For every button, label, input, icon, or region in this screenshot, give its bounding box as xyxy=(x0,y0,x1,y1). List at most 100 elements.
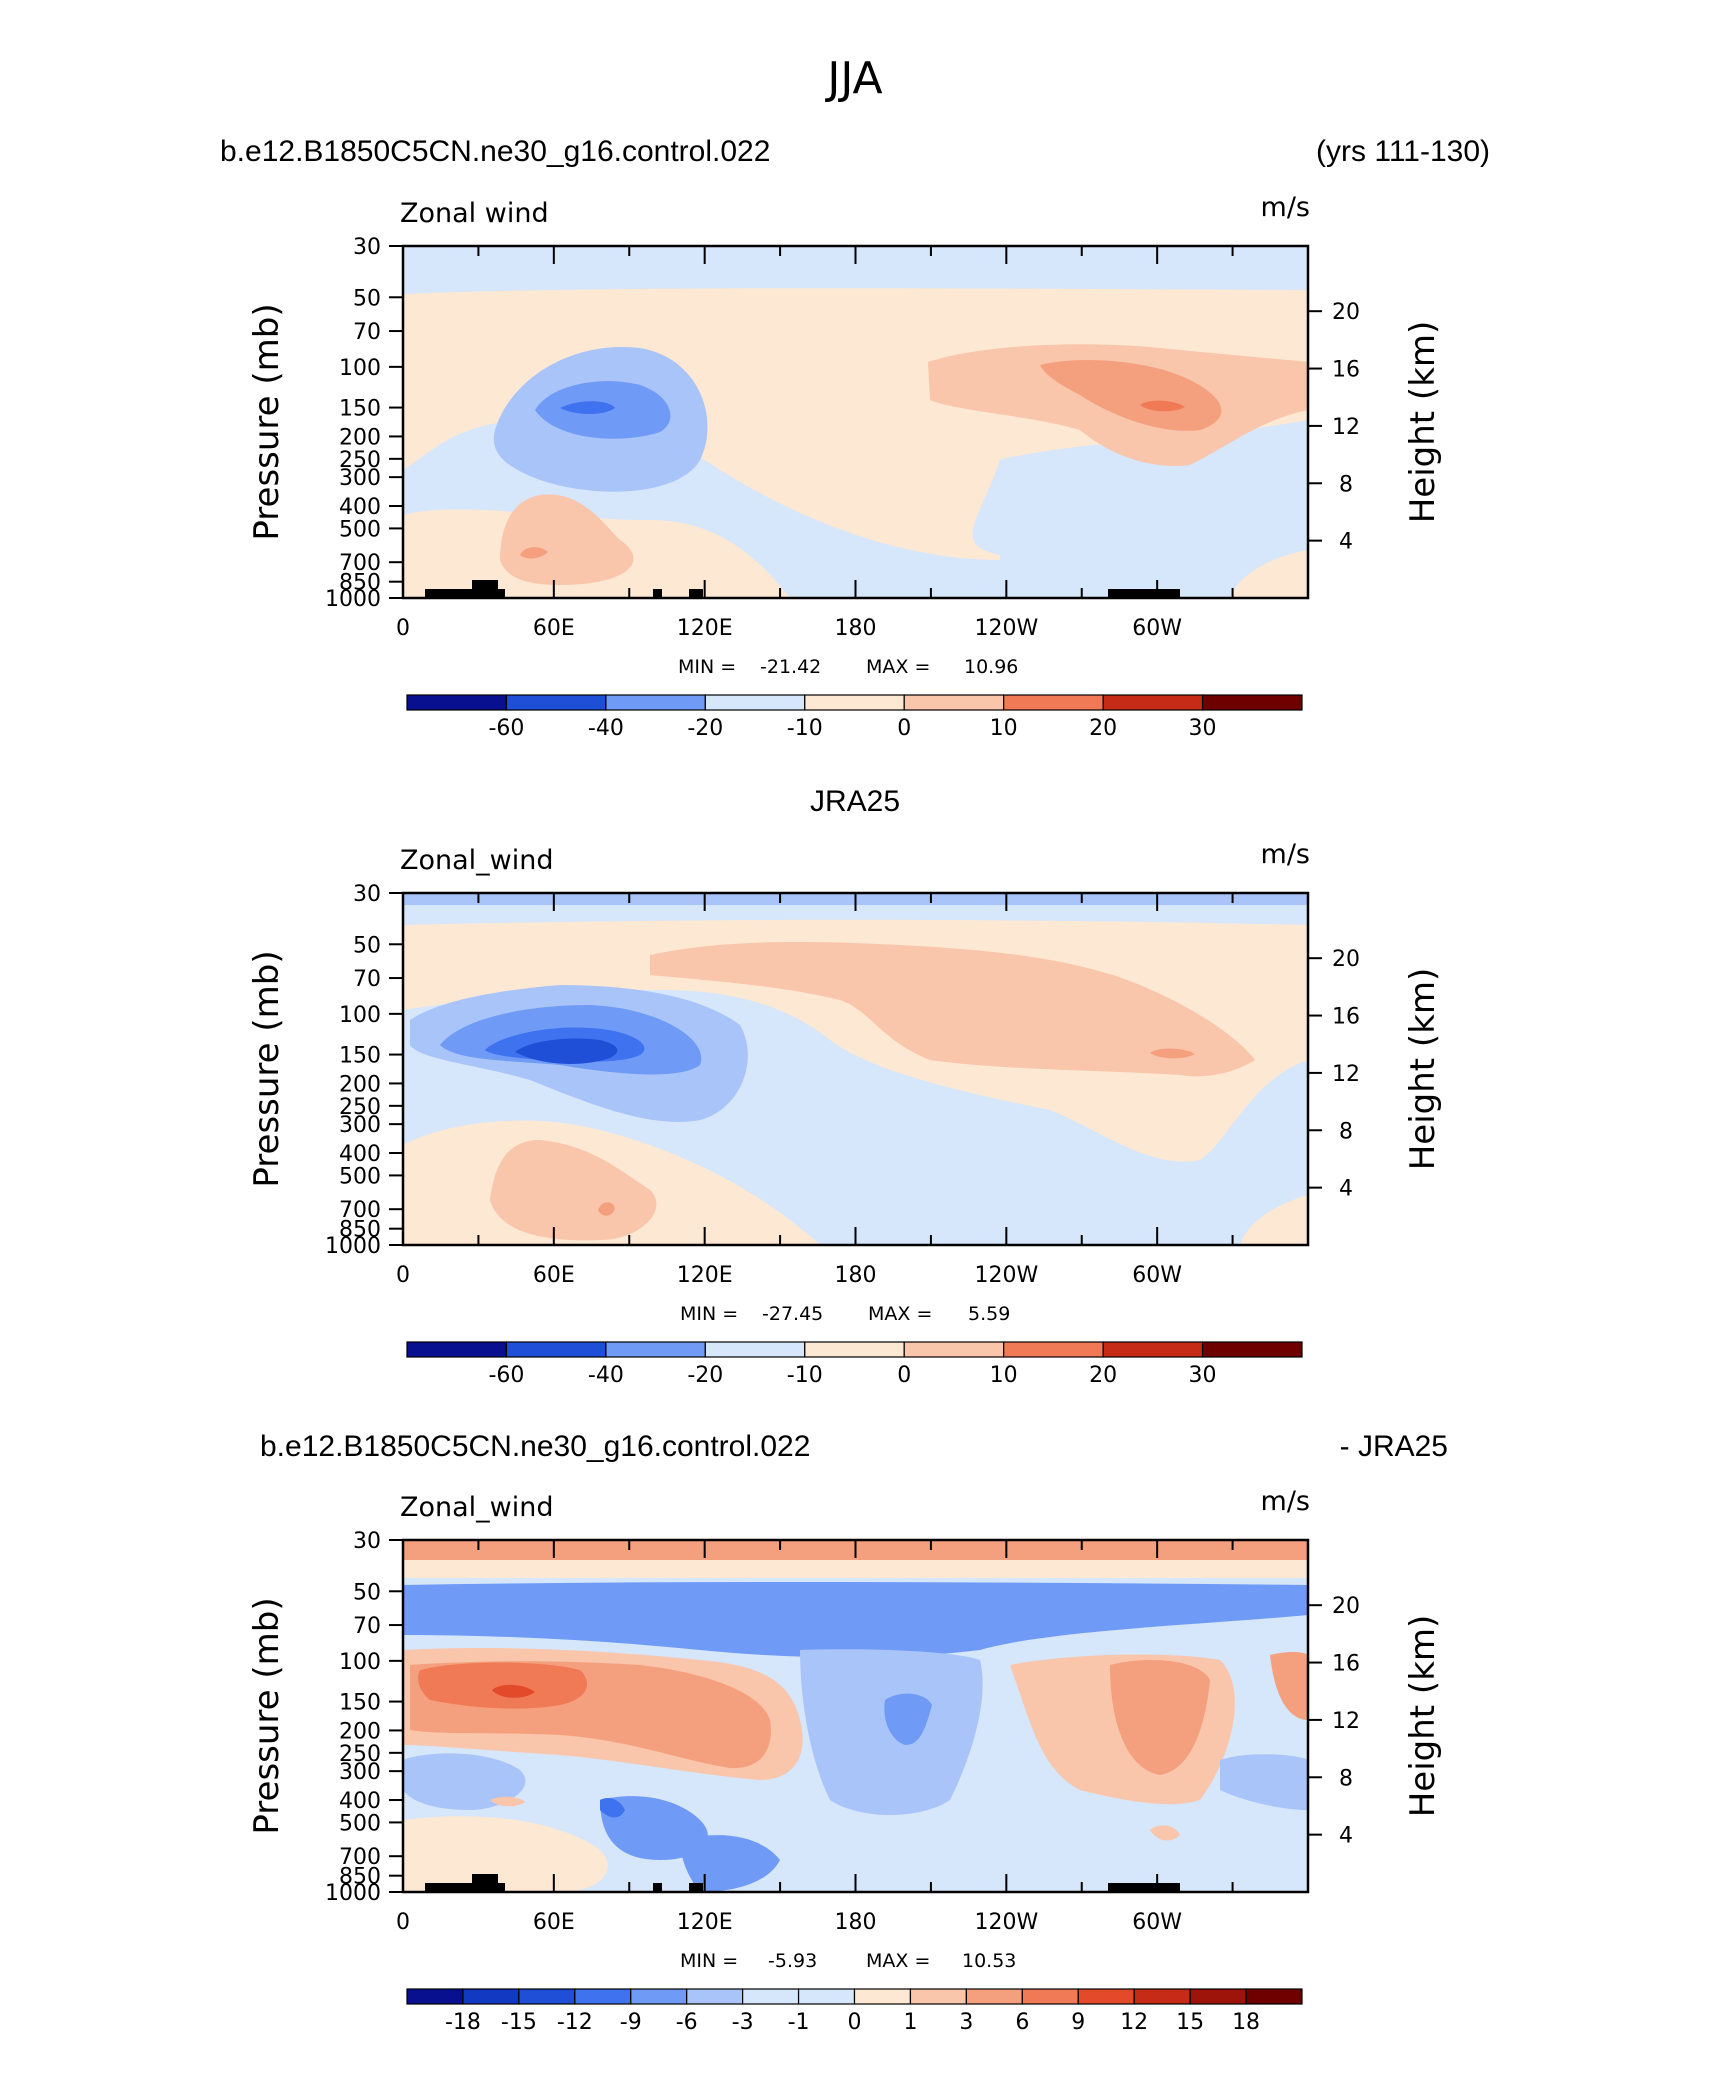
contour-positive-jet-core xyxy=(1140,400,1185,412)
colorbar-box xyxy=(909,1988,967,2005)
y-tick-label: 50 xyxy=(353,933,381,958)
y-tick-label: 400 xyxy=(339,495,381,520)
panel-3-min-value: -5.93 xyxy=(768,1950,817,1972)
x-tick-label: 120E xyxy=(677,1910,733,1935)
colorbar-box xyxy=(742,1988,800,2005)
topo-block xyxy=(1108,1883,1180,1892)
panel-1-max-value: 10.96 xyxy=(964,656,1018,678)
y-tick-label: 500 xyxy=(339,1811,381,1836)
colorbar-box xyxy=(605,1341,706,1358)
x-tick-label: 60W xyxy=(1132,1263,1182,1288)
y2-tick-label: 8 xyxy=(1339,1119,1353,1144)
panel-2-dataset-title: JRA25 xyxy=(810,785,900,818)
x-tick-label: 120W xyxy=(974,1263,1038,1288)
panel-1-y2-axis-label: Height (km) xyxy=(1403,321,1443,524)
contour-peach-right-bottom xyxy=(1240,1195,1308,1245)
colorbar-label: -15 xyxy=(501,2010,537,2035)
panel-1-colorbar: -60 -40 -20 -10 0 10 20 30 xyxy=(406,694,1303,741)
colorbar-box xyxy=(704,1341,806,1358)
panel-model: b.e12.B1850C5CN.ne30_g16.control.022 (yr… xyxy=(220,135,1490,741)
contour-negative-left-low xyxy=(403,1753,526,1810)
y-tick-label: 150 xyxy=(339,1691,381,1716)
x-tick-label: 180 xyxy=(835,1910,877,1935)
y-tick-label: 500 xyxy=(339,1164,381,1189)
y-tick-label: 850 xyxy=(339,1865,381,1890)
contour-negative-mid-core xyxy=(600,1798,625,1818)
panel-1-case-name: b.e12.B1850C5CN.ne30_g16.control.022 xyxy=(220,135,770,168)
y2-tick-label: 20 xyxy=(1332,300,1360,325)
y-tick-label: 70 xyxy=(353,320,381,345)
topo-block xyxy=(653,1883,662,1892)
x-tick-label: 120W xyxy=(974,616,1038,641)
contour-positive-core xyxy=(1150,1048,1195,1059)
panel-2-colorbar: -60 -40 -20 -10 0 10 20 30 xyxy=(406,1341,1303,1388)
colorbar-box xyxy=(1201,1341,1303,1358)
colorbar-label: -10 xyxy=(787,716,823,741)
panel-2-contours xyxy=(403,893,1308,1245)
y2-tick-label: 4 xyxy=(1339,1177,1353,1202)
y-tick-label: 200 xyxy=(339,425,381,450)
panel-2-min-label: MIN = xyxy=(680,1303,738,1325)
y-tick-label: 70 xyxy=(353,1614,381,1639)
y-tick-label: 1000 xyxy=(325,1881,381,1906)
colorbar-box xyxy=(903,694,1005,711)
y2-tick-label: 16 xyxy=(1332,1005,1360,1030)
y-tick-label: 700 xyxy=(339,1198,381,1223)
panel-2-max-label: MAX = xyxy=(868,1303,932,1325)
colorbar-label: 15 xyxy=(1176,2010,1204,2035)
panel-3-max-value: 10.53 xyxy=(962,1950,1016,1972)
y-tick-label: 700 xyxy=(339,1845,381,1870)
y-tick-label: 150 xyxy=(339,397,381,422)
colorbar-label: 10 xyxy=(990,716,1018,741)
contour-positive-broad xyxy=(650,942,1255,1077)
y2-tick-label: 4 xyxy=(1339,1824,1353,1849)
colorbar-box xyxy=(605,694,706,711)
x-tick-label: 120E xyxy=(677,616,733,641)
panel-difference: b.e12.B1850C5CN.ne30_g16.control.022 - J… xyxy=(247,1430,1448,2035)
colorbar-label: -10 xyxy=(787,1363,823,1388)
contour-low-positive-2 xyxy=(520,547,548,559)
contour-negative-band xyxy=(403,1581,1308,1658)
colorbar-box xyxy=(1021,1988,1079,2005)
y-tick-label: 50 xyxy=(353,1580,381,1605)
panel-1-y-axis-label: Pressure (mb) xyxy=(247,303,287,540)
colorbar-label: -20 xyxy=(687,1363,723,1388)
colorbar-box xyxy=(1201,694,1303,711)
contour-positive-far-right xyxy=(1270,1651,1308,1720)
topo-block xyxy=(1108,589,1180,598)
contour-negative-jet-core xyxy=(560,401,615,414)
panel-2-variable-label: Zonal_wind xyxy=(400,845,554,876)
colorbar-label: -20 xyxy=(687,716,723,741)
contour-positive-low-right xyxy=(1150,1825,1180,1841)
y2-tick-label: 8 xyxy=(1339,472,1353,497)
y2-tick-label: 16 xyxy=(1332,358,1360,383)
y-tick-label: 500 xyxy=(339,517,381,542)
y-tick-label: 250 xyxy=(339,448,381,473)
y2-tick-label: 8 xyxy=(1339,1766,1353,1791)
contour-negative-jet-core xyxy=(515,1038,618,1064)
y-tick-label: 200 xyxy=(339,1719,381,1744)
y2-tick-label: 12 xyxy=(1332,415,1360,440)
x-tick-label: 60E xyxy=(533,1910,575,1935)
x-tick-label: 0 xyxy=(396,616,410,641)
y-tick-label: 50 xyxy=(353,286,381,311)
contour-positive-left-peak xyxy=(492,1684,535,1698)
y-tick-label: 700 xyxy=(339,551,381,576)
y2-tick-label: 20 xyxy=(1332,947,1360,972)
colorbar-label: 10 xyxy=(990,1363,1018,1388)
y-tick-label: 30 xyxy=(353,882,381,907)
panel-2-y-axis-label: Pressure (mb) xyxy=(247,950,287,1187)
y-tick-label: 400 xyxy=(339,1789,381,1814)
panel-1-units-label: m/s xyxy=(1261,192,1310,223)
contour-positive-low-small xyxy=(490,1796,525,1807)
y-tick-label: 100 xyxy=(339,356,381,381)
contour-negative-center-core xyxy=(884,1693,932,1745)
colorbar-label: 18 xyxy=(1232,2010,1260,2035)
panel-2-units-label: m/s xyxy=(1261,839,1310,870)
colorbar-label: -60 xyxy=(488,716,524,741)
contour-low-positive-core xyxy=(598,1202,615,1216)
panel-1-min-label: MIN = xyxy=(678,656,736,678)
panel-3-variable-label: Zonal_wind xyxy=(400,1492,554,1523)
y-tick-label: 150 xyxy=(339,1044,381,1069)
